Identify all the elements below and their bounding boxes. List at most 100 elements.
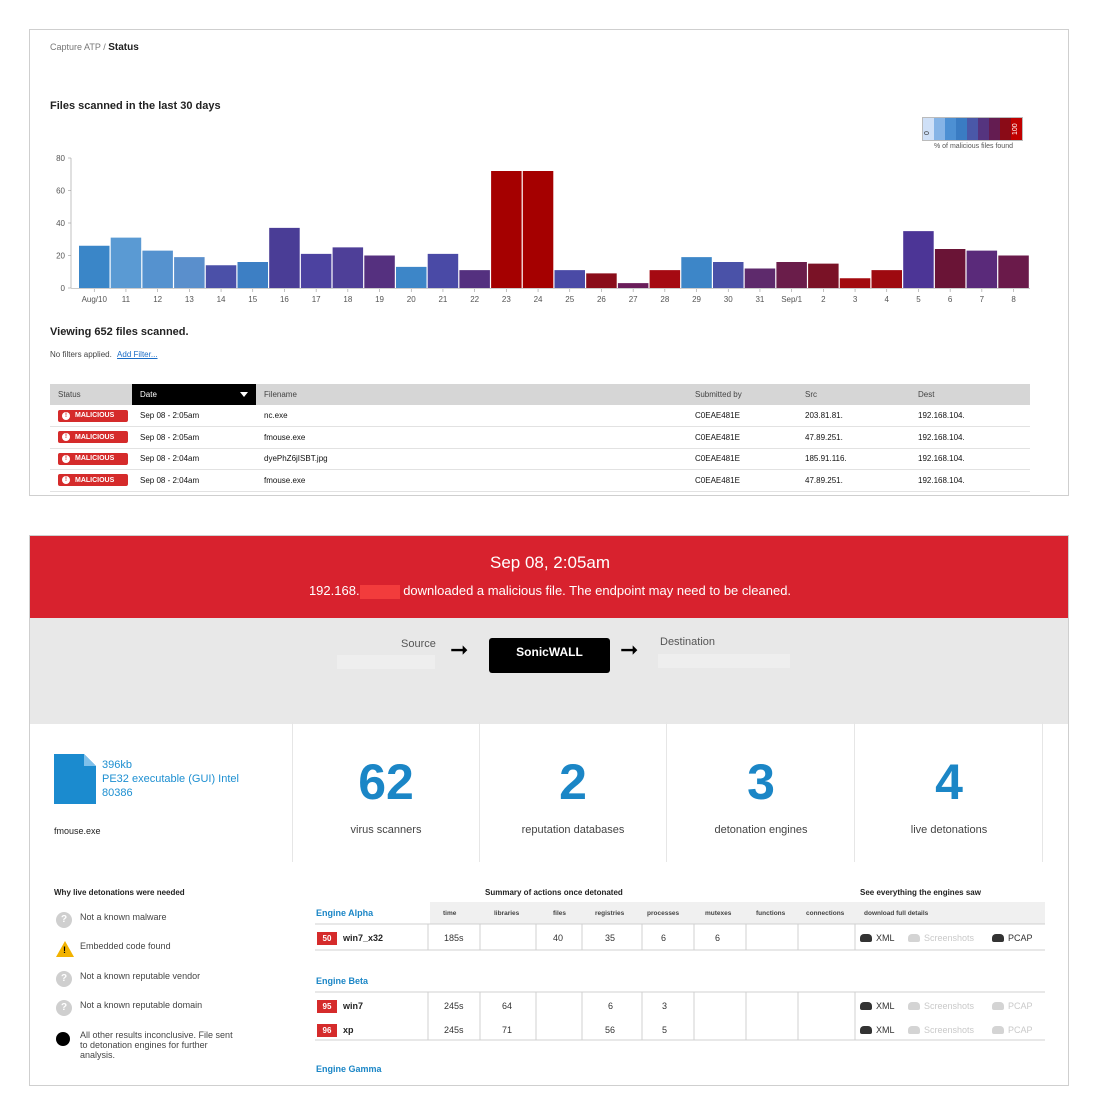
cloud-download-icon xyxy=(992,1026,1004,1034)
download-pcap-label: PCAP xyxy=(1008,933,1033,943)
traffic-flow: Source ➞ SonicWALL ➞ Destination xyxy=(30,618,1068,724)
chart-bar[interactable] xyxy=(174,257,205,288)
chart-bar[interactable] xyxy=(396,266,427,288)
table-row[interactable]: ! MALICIOUS Sep 08 - 2:04am dyePhZ6jISBT.jp… xyxy=(50,448,1030,470)
download-screenshots: Screenshots xyxy=(908,933,974,943)
chart-bar[interactable] xyxy=(300,253,332,288)
engines-grid-lines xyxy=(315,902,1045,1041)
y-tick-label: 20 xyxy=(56,252,65,261)
stat-live-detonations: 4 live detonations xyxy=(856,722,1043,862)
submitted-by-cell: C0EAE481E xyxy=(687,426,797,449)
download-xml[interactable]: XML xyxy=(860,1001,895,1011)
col-filename[interactable]: Filename xyxy=(256,384,687,405)
chart-bar[interactable] xyxy=(110,237,142,288)
download-pcap[interactable]: PCAP xyxy=(992,933,1033,943)
x-tick-label: 3 xyxy=(853,295,858,304)
add-filter-link[interactable]: Add Filter... xyxy=(117,350,158,359)
chart-bar[interactable] xyxy=(713,262,744,288)
chart-bar[interactable] xyxy=(808,263,839,288)
x-tick-label: 5 xyxy=(916,295,921,304)
chart-bar[interactable] xyxy=(427,253,459,288)
legend-min: 0 xyxy=(924,131,931,135)
chart-bar[interactable] xyxy=(332,247,364,288)
chart-bar[interactable] xyxy=(459,270,490,288)
chart-bar[interactable] xyxy=(649,270,681,288)
alert-icon: ! xyxy=(62,454,70,463)
chart-bar[interactable] xyxy=(966,250,998,288)
chart-bar[interactable] xyxy=(934,249,966,288)
x-tick-label: 13 xyxy=(185,295,194,304)
dest-cell: 192.168.104. xyxy=(910,469,1030,492)
cloud-download-icon xyxy=(860,1026,872,1034)
chart-bar[interactable] xyxy=(681,257,712,288)
status-label: MALICIOUS xyxy=(75,476,115,484)
col-date[interactable]: Date xyxy=(132,384,256,405)
files-table: Status Date Filename Submitted by Src De… xyxy=(50,384,1030,492)
status-label: MALICIOUS xyxy=(75,455,115,463)
legend-swatch xyxy=(1000,118,1011,140)
dest-cell: 192.168.104. xyxy=(910,405,1030,427)
chart-bar[interactable] xyxy=(364,255,395,289)
chart-bar[interactable] xyxy=(998,255,1029,289)
chart-bar[interactable] xyxy=(522,171,554,288)
chart-bar[interactable] xyxy=(586,273,617,288)
why-item-text: Not a known malware xyxy=(80,912,167,922)
chart-bar[interactable] xyxy=(237,262,269,288)
cloud-download-icon xyxy=(992,934,1004,942)
cell-mutexes: 6 xyxy=(715,933,721,943)
chart-bar[interactable] xyxy=(617,283,649,288)
sort-desc-icon xyxy=(240,392,248,397)
legend-swatch xyxy=(989,118,1000,140)
stat-value: 4 xyxy=(935,754,963,810)
cell-libraries: 64 xyxy=(502,1001,513,1011)
arrow-right-icon: ➞ xyxy=(620,637,639,662)
why-item: ? Not a known malware xyxy=(56,912,236,928)
col-submitted-by[interactable]: Submitted by xyxy=(687,384,797,405)
legend: 0 100 xyxy=(922,117,1023,141)
x-tick-label: 24 xyxy=(534,295,543,304)
dest-cell: 192.168.104. xyxy=(910,448,1030,470)
chart-bar[interactable] xyxy=(776,262,807,288)
table-row[interactable]: ! MALICIOUS Sep 08 - 2:05am nc.exe C0EAE481E… xyxy=(50,405,1030,427)
chart-bar[interactable] xyxy=(269,227,300,288)
status-label: MALICIOUS xyxy=(75,433,115,441)
status-badge: ! MALICIOUS xyxy=(58,409,129,422)
dest-cell: 192.168.104. xyxy=(910,426,1030,449)
x-tick-label: 7 xyxy=(980,295,985,304)
download-xml-label: XML xyxy=(876,1001,895,1011)
table-row[interactable]: ! MALICIOUS Sep 08 - 2:05am fmouse.exe C0EAE… xyxy=(50,426,1030,449)
table-row[interactable]: ! MALICIOUS Sep 08 - 2:04am fmouse.exe C0EAE… xyxy=(50,469,1030,492)
x-tick-label: 27 xyxy=(629,295,638,304)
download-screenshots-label: Screenshots xyxy=(924,1025,975,1035)
chart-bar[interactable] xyxy=(205,265,237,288)
chart-bar[interactable] xyxy=(903,231,934,288)
why-item-text: Not a known reputable domain xyxy=(80,1000,203,1010)
legend-swatch xyxy=(967,118,978,140)
chart-bar[interactable] xyxy=(554,270,586,288)
x-tick-label: 19 xyxy=(375,295,384,304)
col-src[interactable]: Src xyxy=(797,384,910,405)
chart-bar[interactable] xyxy=(839,278,871,288)
cloud-download-icon xyxy=(992,1002,1004,1010)
col-dest[interactable]: Dest xyxy=(910,384,1030,405)
stat-detonation-engines: 3 detonation engines xyxy=(668,722,855,862)
chart-bar[interactable] xyxy=(871,270,903,288)
download-screenshots: Screenshots xyxy=(908,1001,974,1011)
breadcrumb-parent[interactable]: Capture ATP / xyxy=(50,42,106,52)
download-xml[interactable]: XML xyxy=(860,933,895,943)
col-status[interactable]: Status xyxy=(50,384,132,405)
download-xml[interactable]: XML xyxy=(860,1025,895,1035)
chart-bar[interactable] xyxy=(491,171,522,288)
cell-libraries: 71 xyxy=(502,1025,513,1035)
arrow-right-icon: ➞ xyxy=(450,637,469,662)
sonicwall-device: SonicWALL xyxy=(489,638,610,673)
chart-bar[interactable] xyxy=(744,268,776,289)
x-tick-label: 16 xyxy=(280,295,289,304)
filename-cell: fmouse.exe xyxy=(256,426,687,449)
chart-bar[interactable] xyxy=(142,250,173,288)
engine-beta-title: Engine Beta xyxy=(316,976,369,986)
status-badge: ! MALICIOUS xyxy=(58,452,129,465)
legend-max: 100 xyxy=(1012,123,1019,135)
chart-bar[interactable] xyxy=(79,245,110,288)
